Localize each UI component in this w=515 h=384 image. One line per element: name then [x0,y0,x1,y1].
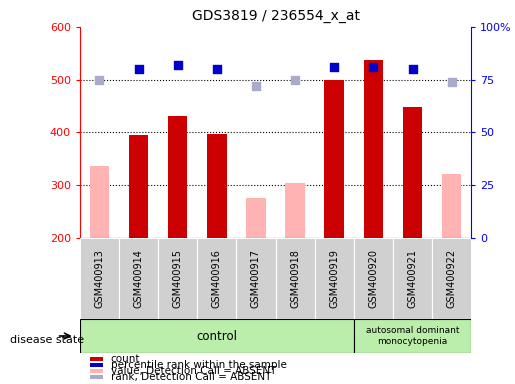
Bar [364,60,383,238]
Point [291,76,299,83]
Title: GDS3819 / 236554_x_at: GDS3819 / 236554_x_at [192,9,359,23]
Bar [442,174,461,238]
Text: GSM400916: GSM400916 [212,249,222,308]
Text: GSM400915: GSM400915 [173,249,183,308]
Point [213,66,221,72]
Text: count: count [111,354,140,364]
Point [408,66,417,72]
Bar [324,79,344,238]
Point [330,64,338,70]
Text: GSM400918: GSM400918 [290,249,300,308]
Bar [80,238,119,319]
Text: GSM400920: GSM400920 [368,249,379,308]
Text: disease state: disease state [10,335,84,345]
Text: GSM400922: GSM400922 [447,249,457,308]
Text: GSM400917: GSM400917 [251,249,261,308]
Text: GSM400921: GSM400921 [407,249,418,308]
Bar [315,238,354,319]
Bar [236,238,276,319]
Bar [276,238,315,319]
Text: control: control [196,329,237,343]
Bar [246,199,266,238]
Bar [90,369,103,373]
Text: autosomal dominant
monocytopenia: autosomal dominant monocytopenia [366,326,459,346]
Bar [90,357,103,361]
Point [134,66,143,72]
Bar [119,238,158,319]
Point [369,64,377,70]
Bar [158,238,197,319]
Point [448,79,456,85]
Bar [285,183,305,238]
Bar [90,363,103,367]
Bar [80,319,354,353]
Text: GSM400913: GSM400913 [94,249,105,308]
Bar [403,107,422,238]
Point [174,62,182,68]
Bar [432,238,471,319]
Bar [354,319,471,353]
Point [252,83,260,89]
Text: percentile rank within the sample: percentile rank within the sample [111,360,287,370]
Point [95,76,104,83]
Bar [90,375,103,379]
Bar [207,134,227,238]
Bar [129,135,148,238]
Bar [354,238,393,319]
Bar [168,116,187,238]
Text: GSM400914: GSM400914 [133,249,144,308]
Text: value, Detection Call = ABSENT: value, Detection Call = ABSENT [111,366,276,376]
Bar [393,238,432,319]
Text: GSM400919: GSM400919 [329,249,339,308]
Bar [90,166,109,238]
Text: rank, Detection Call = ABSENT: rank, Detection Call = ABSENT [111,372,271,382]
Bar [197,238,236,319]
